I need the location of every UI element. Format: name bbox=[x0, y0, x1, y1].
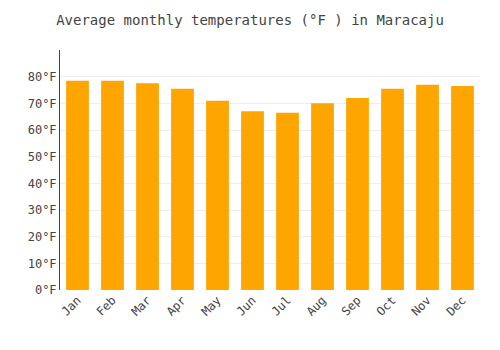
svg-text:Sep: Sep bbox=[339, 293, 364, 318]
svg-text:60°F: 60°F bbox=[28, 123, 57, 137]
svg-text:70°F: 70°F bbox=[28, 97, 57, 111]
svg-text:Mar: Mar bbox=[129, 293, 154, 318]
svg-text:80°F: 80°F bbox=[28, 70, 57, 84]
svg-text:Aug: Aug bbox=[304, 293, 329, 318]
svg-text:Feb: Feb bbox=[94, 293, 119, 318]
svg-text:0°F: 0°F bbox=[35, 283, 57, 297]
svg-text:Jan: Jan bbox=[59, 293, 84, 318]
svg-text:10°F: 10°F bbox=[28, 257, 57, 271]
svg-text:Oct: Oct bbox=[374, 293, 399, 318]
svg-text:Jun: Jun bbox=[234, 293, 259, 318]
svg-text:Nov: Nov bbox=[409, 293, 434, 318]
svg-text:20°F: 20°F bbox=[28, 230, 57, 244]
svg-text:Jul: Jul bbox=[269, 293, 294, 318]
svg-text:40°F: 40°F bbox=[28, 177, 57, 191]
svg-text:Dec: Dec bbox=[444, 293, 469, 318]
svg-text:Average monthly temperatures (: Average monthly temperatures (°F ) in Ma… bbox=[56, 12, 444, 28]
svg-text:May: May bbox=[199, 293, 224, 318]
svg-text:50°F: 50°F bbox=[28, 150, 57, 164]
svg-text:30°F: 30°F bbox=[28, 203, 57, 217]
svg-text:Apr: Apr bbox=[164, 293, 189, 318]
